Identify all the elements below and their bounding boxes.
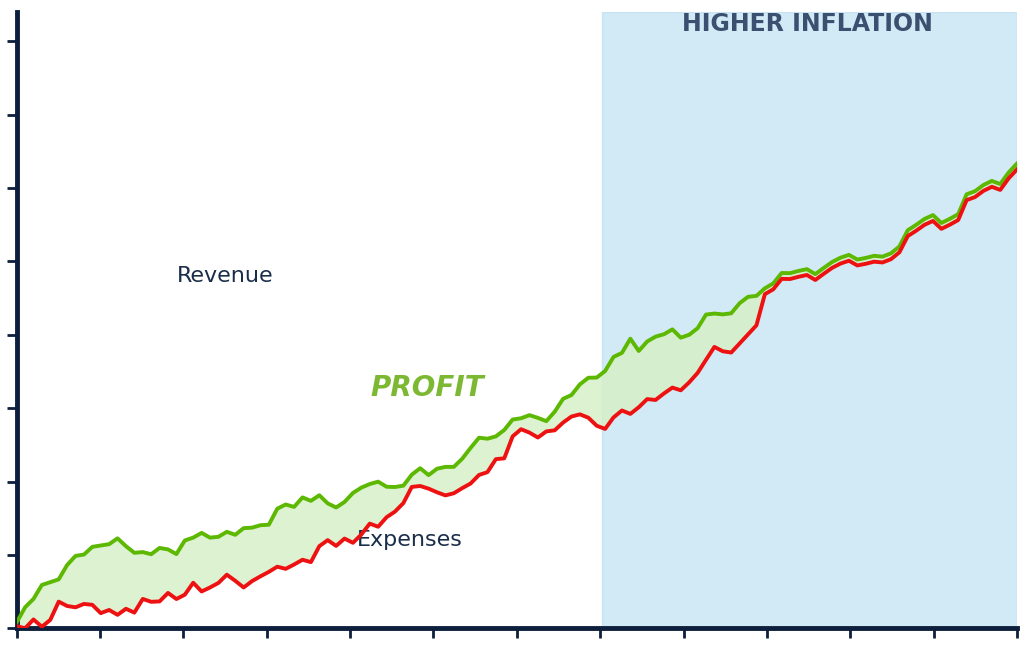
Text: Revenue: Revenue — [177, 266, 273, 286]
Text: HIGHER INFLATION: HIGHER INFLATION — [682, 12, 933, 35]
Bar — [602, 12, 1017, 628]
Text: Expenses: Expenses — [356, 530, 463, 550]
Text: PROFIT: PROFIT — [370, 373, 483, 402]
